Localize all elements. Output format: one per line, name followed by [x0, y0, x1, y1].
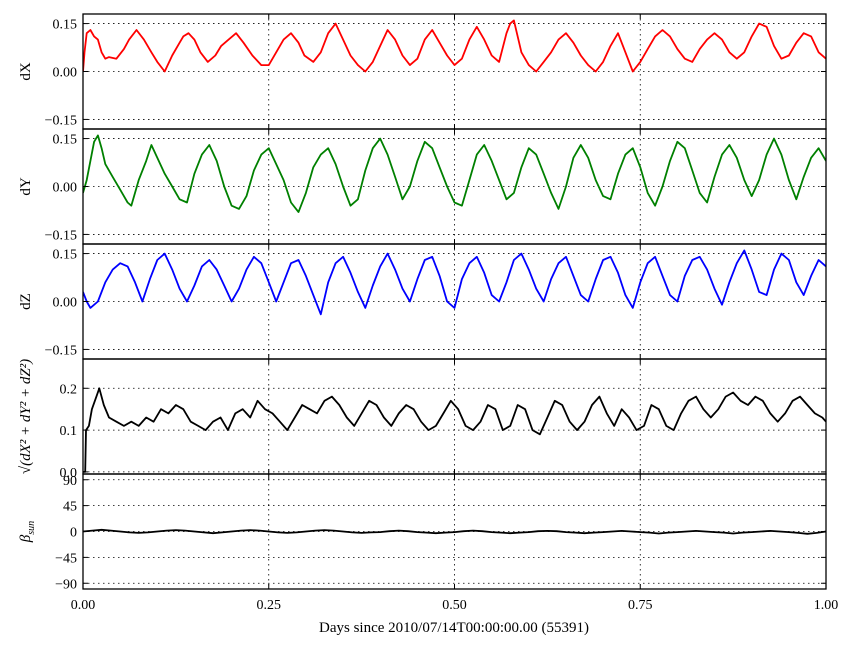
y-tick-label: 0.1 — [60, 424, 78, 439]
panel-dX: −0.15 0.00 0.15 dX — [18, 13, 827, 130]
panel-dZ: −0.15 0.00 0.15 dZ — [18, 243, 827, 360]
series-line-dX — [83, 19, 826, 73]
y-tick-label: 0.00 — [53, 181, 78, 196]
y-tick-label: 0 — [70, 526, 77, 541]
y-tick-label: 0.2 — [60, 382, 78, 397]
panels: −0.150.000.15dX−0.150.000.15dY−0.150.000… — [18, 13, 839, 613]
x-tick-label: 0.25 — [257, 598, 282, 613]
panel-norm: 0.0 0.1 0.2 √(dX² + dY² + dZ²) — [18, 358, 827, 481]
y-tick-label: 90 — [63, 474, 77, 489]
y-axis-label: dX — [18, 62, 34, 81]
x-axis-label: Days since 2010/07/14T00:00:00.00 (55391… — [319, 620, 589, 636]
series-line-dY — [83, 134, 826, 214]
x-tick-label: 0.00 — [71, 598, 96, 613]
x-tick-label: 1.00 — [814, 598, 839, 613]
y-axis-label: dZ — [18, 293, 34, 310]
y-tick-label: −0.15 — [45, 228, 77, 243]
y-tick-label: −45 — [55, 551, 77, 566]
y-axis-label: βsun — [18, 521, 37, 543]
y-tick-label: −0.15 — [45, 113, 77, 128]
series-line-norm — [83, 387, 826, 473]
y-tick-label: −0.15 — [45, 343, 77, 358]
y-tick-label: 45 — [63, 500, 77, 515]
y-tick-label: 0.00 — [53, 66, 78, 81]
y-tick-label: 0.15 — [53, 133, 78, 148]
y-tick-label: 0.15 — [53, 18, 78, 33]
series-line-dZ — [83, 249, 826, 316]
series-line-beta — [83, 528, 826, 535]
panel-frame — [82, 358, 827, 475]
panel-beta: −90 −45 0 45 90 βsun — [18, 473, 827, 592]
x-tick-label: 0.75 — [628, 598, 653, 613]
y-tick-label: 0.00 — [53, 296, 78, 311]
y-axis-label: dY — [18, 177, 34, 196]
y-axis-label: √(dX² + dY² + dZ²) — [18, 359, 34, 474]
y-tick-label: −90 — [55, 577, 77, 592]
y-tick-label: 0.15 — [53, 248, 78, 263]
panel-dY: −0.15 0.00 0.15 dY — [18, 128, 827, 245]
y-tick-label: 0.0 — [60, 466, 78, 481]
x-tick-label: 0.50 — [442, 598, 467, 613]
